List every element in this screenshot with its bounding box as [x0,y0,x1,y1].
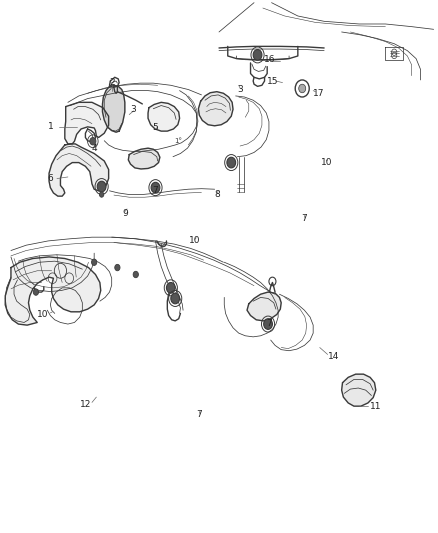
Circle shape [171,293,180,304]
Polygon shape [148,102,180,131]
Polygon shape [65,102,109,144]
Text: 12: 12 [80,400,91,408]
Text: 10: 10 [37,310,49,319]
Polygon shape [102,85,125,132]
Circle shape [115,264,120,271]
Polygon shape [49,144,109,196]
Text: 7: 7 [301,214,307,223]
Text: 15: 15 [267,77,278,85]
Text: 10: 10 [321,158,332,167]
Circle shape [97,181,106,192]
Circle shape [99,192,104,197]
Text: 2: 2 [109,78,114,87]
Text: 7: 7 [266,319,272,328]
Polygon shape [247,292,281,321]
Text: 6: 6 [47,174,53,183]
Circle shape [166,282,175,293]
Circle shape [92,259,97,265]
Circle shape [133,271,138,278]
Text: 3: 3 [131,105,137,114]
Circle shape [299,84,306,93]
Circle shape [90,138,96,145]
Circle shape [151,182,160,193]
Text: 11: 11 [370,402,381,410]
Polygon shape [198,92,233,126]
Text: 3: 3 [237,85,243,94]
Text: 16: 16 [264,55,275,64]
Polygon shape [5,257,101,325]
Text: 4: 4 [92,144,97,152]
Polygon shape [128,148,160,169]
Circle shape [264,319,272,329]
Circle shape [253,50,262,60]
Text: 5: 5 [152,124,159,132]
Text: 14: 14 [328,352,339,360]
Text: 1: 1 [47,123,53,131]
Circle shape [33,289,39,295]
Text: 10: 10 [189,237,201,245]
Polygon shape [342,374,376,406]
Text: 17: 17 [313,89,325,98]
Text: 9: 9 [122,209,128,217]
Text: 7: 7 [152,186,159,195]
Circle shape [227,157,236,168]
Text: 8: 8 [214,190,220,199]
Text: 1°: 1° [175,138,183,144]
Text: 7: 7 [196,410,202,419]
